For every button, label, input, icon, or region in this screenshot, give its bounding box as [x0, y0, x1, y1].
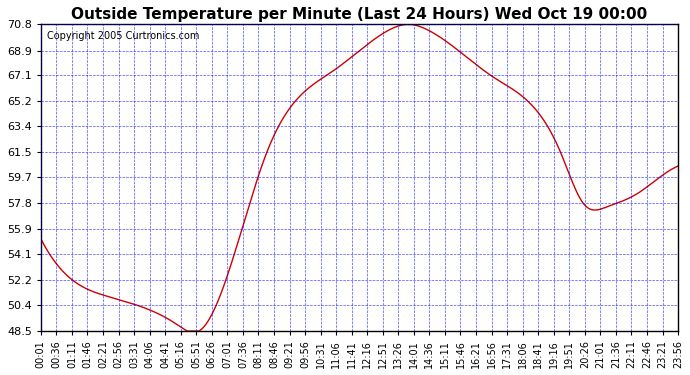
Text: Copyright 2005 Curtronics.com: Copyright 2005 Curtronics.com [47, 31, 199, 40]
Title: Outside Temperature per Minute (Last 24 Hours) Wed Oct 19 00:00: Outside Temperature per Minute (Last 24 … [71, 7, 648, 22]
